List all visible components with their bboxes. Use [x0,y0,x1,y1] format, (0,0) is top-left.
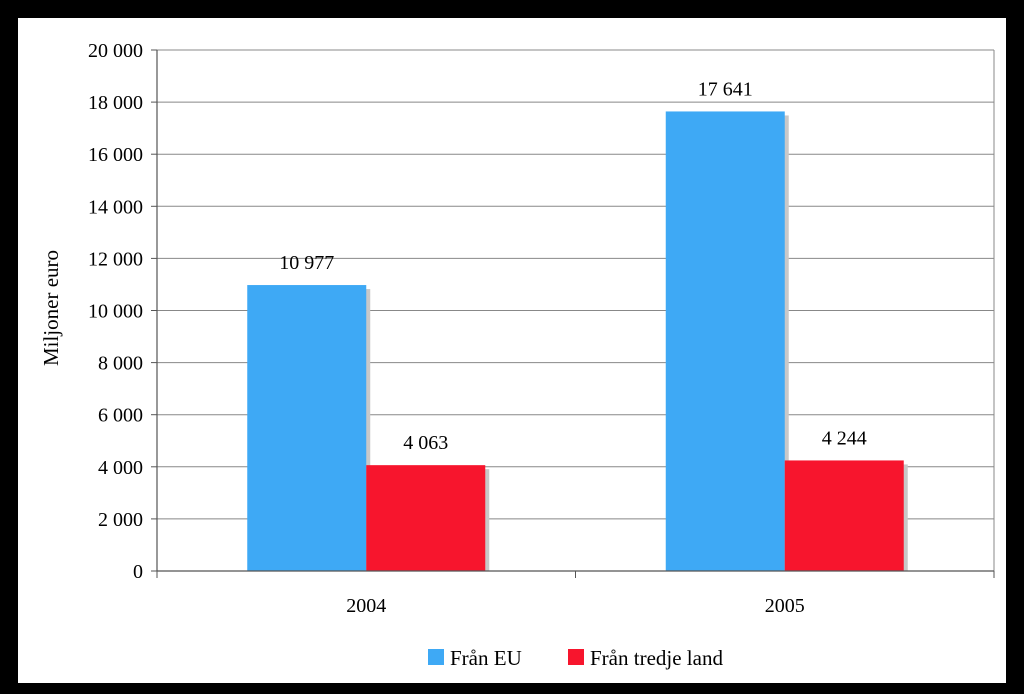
chart-frame: 0 2 000 4 000 6 000 8 000 10 000 12 000 14 000 1… [18,18,1006,683]
legend-swatch [568,649,584,665]
y-tick-label: 18 000 [88,92,143,114]
bar-från-eu-2004 [247,285,367,571]
bar-chart: 0 2 000 4 000 6 000 8 000 10 000 12 000 14 000 1… [39,40,995,670]
bar-från-eu-2005 [665,111,785,571]
y-tick-label: 2 000 [98,509,143,531]
legend: Från EU Från tredje land [428,646,723,670]
legend-label: Från EU [450,646,522,670]
y-tick-label: 12 000 [88,248,143,270]
y-tick-label: 10 000 [88,301,143,323]
y-tick-label: 14 000 [88,196,143,218]
bar-från-tredje-land-2004 [366,465,486,571]
y-tick-label: 16 000 [88,144,143,166]
labels: 0 2 000 4 000 6 000 8 000 10 000 12 000 14 000 1… [88,40,867,617]
data-label: 4 244 [822,427,867,449]
data-label: 10 977 [279,252,334,274]
y-tick-label: 8 000 [98,353,143,375]
y-tick-label: 20 000 [88,40,143,62]
data-label: 4 063 [403,432,448,454]
y-tick-label: 6 000 [98,405,143,427]
axes [151,49,995,578]
data-label: 17 641 [698,78,753,100]
x-tick-label: 2004 [346,595,386,617]
y-tick-label: 4 000 [98,457,143,479]
y-tick-label: 0 [133,561,143,583]
legend-swatch [428,649,444,665]
x-tick-label: 2005 [765,595,805,617]
bar-från-tredje-land-2005 [784,460,904,571]
bars [247,111,908,571]
y-axis-title: Miljoner euro [39,250,63,366]
legend-label: Från tredje land [590,646,723,670]
